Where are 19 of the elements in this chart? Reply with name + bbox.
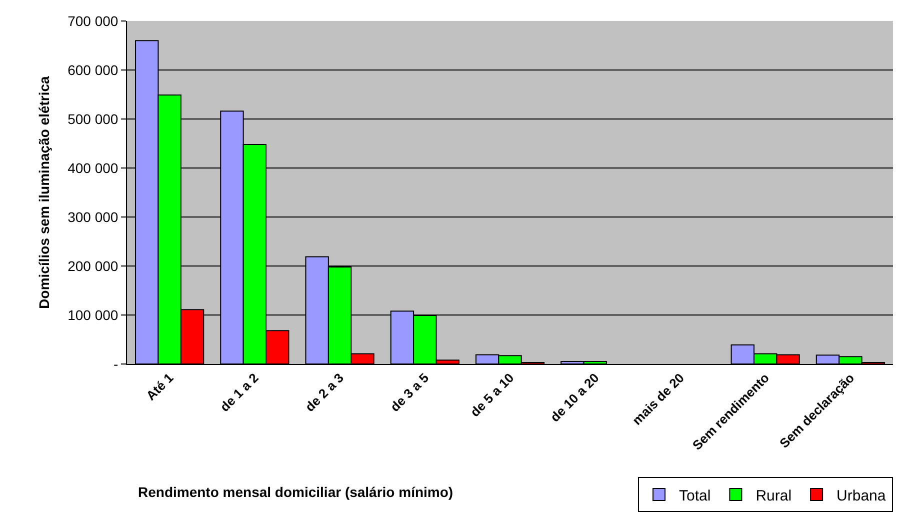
y-tick-label: 300 000 [68, 208, 118, 225]
x-tick-label: de 10 a 20 [547, 370, 602, 425]
y-tick-label: 600 000 [68, 62, 118, 78]
x-axis-title: Rendimento mensal domiciliar (salário mínimo) [138, 484, 454, 500]
x-tick-label: de 2 a 3 [302, 370, 346, 415]
y-tick-label: 200 000 [68, 258, 118, 274]
y-tick-label: 400 000 [68, 160, 118, 176]
y-tick-label: 700 000 [68, 12, 118, 29]
legend-label: Rural [756, 487, 792, 504]
y-tick-label: 500 000 [68, 110, 118, 127]
y-tick-label: - [114, 356, 119, 372]
x-tick-label: Até 1 [143, 370, 176, 404]
legend-label: Total [679, 487, 711, 504]
y-axis-title: Domicílios sem iluminação elétrica [36, 76, 52, 309]
legend-label: Urbana [836, 487, 886, 504]
y-tick-label: 100 000 [68, 306, 118, 323]
x-tick-label: de 3 a 5 [387, 370, 432, 415]
x-tick-label: de 5 a 10 [467, 370, 517, 420]
x-tick-label: de 1 a 2 [217, 370, 262, 415]
